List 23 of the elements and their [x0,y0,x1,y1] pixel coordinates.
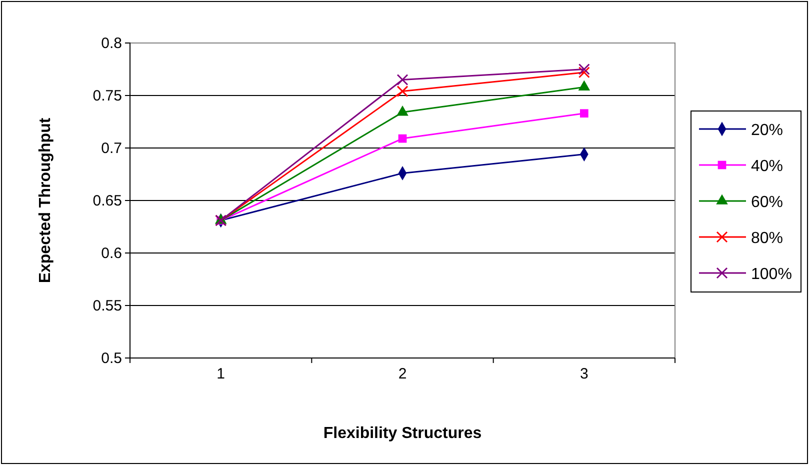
legend-label: 60% [751,194,784,211]
y-tick-label: 0.5 [101,350,122,367]
x-axis-title: Flexibility Structures [323,425,482,442]
y-axis-title: Expected Throughput [37,117,54,284]
y-tick-label: 0.6 [101,244,122,262]
y-tick-label: 0.75 [92,87,122,104]
y-tick-label: 0.55 [92,297,122,314]
point [578,64,590,75]
legend-label: 80% [751,230,784,247]
y-tick-label: 0.8 [101,34,122,52]
point [578,66,590,78]
point [398,134,407,143]
legend-label: 40% [751,158,784,175]
x-tick-label: 3 [580,366,588,383]
x-tick-label: 1 [216,366,226,383]
x-tick-label: 2 [398,366,407,383]
point [396,86,408,98]
legend-label: 20% [751,122,784,139]
y-tick-label: 0.65 [92,192,122,210]
point [396,74,408,86]
legend-label: 100% [751,266,792,283]
y-tick-label: 0.7 [101,140,122,157]
point [580,109,588,118]
